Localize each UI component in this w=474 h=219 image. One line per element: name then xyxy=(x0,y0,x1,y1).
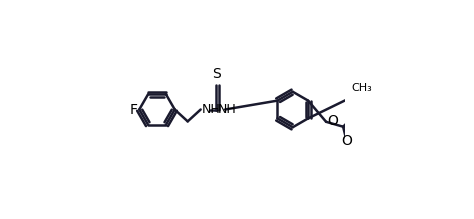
Text: CH₃: CH₃ xyxy=(351,83,372,93)
Text: NH: NH xyxy=(218,103,237,116)
Text: O: O xyxy=(341,134,352,148)
Text: S: S xyxy=(212,67,221,81)
Text: F: F xyxy=(129,102,137,117)
Text: O: O xyxy=(327,114,338,128)
Text: NH: NH xyxy=(202,103,220,116)
